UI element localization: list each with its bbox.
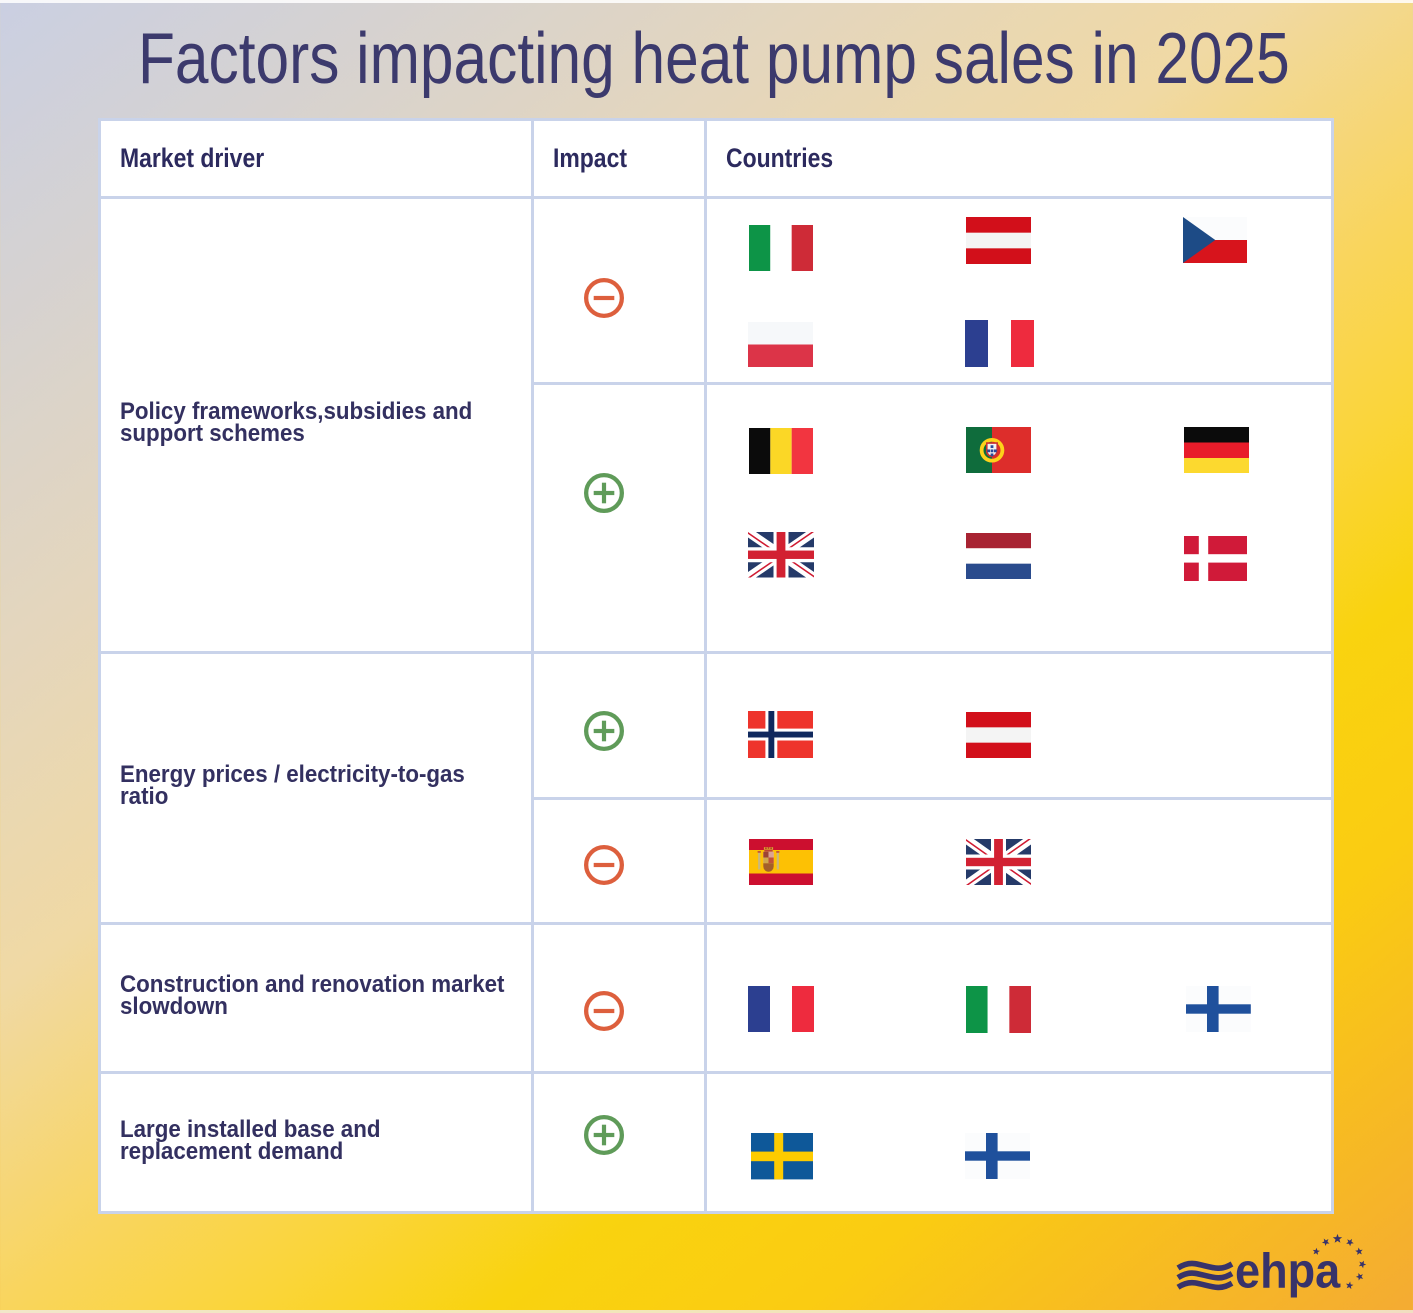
svg-text:ehpa: ehpa (1235, 1243, 1341, 1298)
